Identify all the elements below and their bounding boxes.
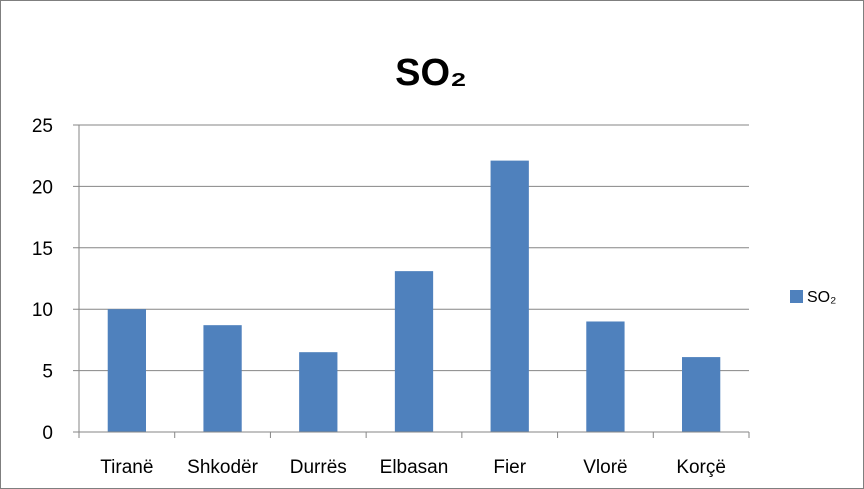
x-tick-label: Korçë [676, 457, 726, 478]
x-tick-label: Fier [493, 457, 526, 478]
bar [394, 271, 434, 432]
chart-title: SO₂ [395, 52, 467, 94]
bar [299, 352, 338, 432]
legend: SO₂ [790, 289, 836, 306]
x-tick-label: Tiranë [100, 457, 153, 478]
bar [107, 309, 146, 432]
legend-swatch [790, 290, 803, 303]
y-tick-label: 25 [32, 116, 53, 137]
y-tick-label: 0 [42, 423, 53, 444]
bar [682, 357, 721, 432]
bar [586, 321, 625, 432]
x-tick-label: Vlorë [583, 457, 627, 478]
bar [203, 325, 242, 432]
bars [107, 160, 721, 432]
x-tick-label: Durrës [290, 457, 347, 478]
x-tick-label: Shkodër [187, 457, 258, 478]
y-tick-label: 15 [32, 239, 53, 260]
y-tick-label: 5 [42, 362, 53, 383]
y-tick-label: 10 [32, 300, 53, 321]
x-tick-label: Elbasan [380, 457, 449, 478]
x-axis [78, 125, 750, 438]
y-axis-ticks: 0 5 10 15 20 25 [32, 116, 53, 444]
y-tick-label: 20 [32, 177, 53, 198]
legend-label: SO₂ [807, 289, 836, 306]
x-axis-labels: Tiranë Shkodër Durrës Elbasan Fier Vlorë Korçë [100, 457, 726, 478]
bar [490, 160, 529, 432]
